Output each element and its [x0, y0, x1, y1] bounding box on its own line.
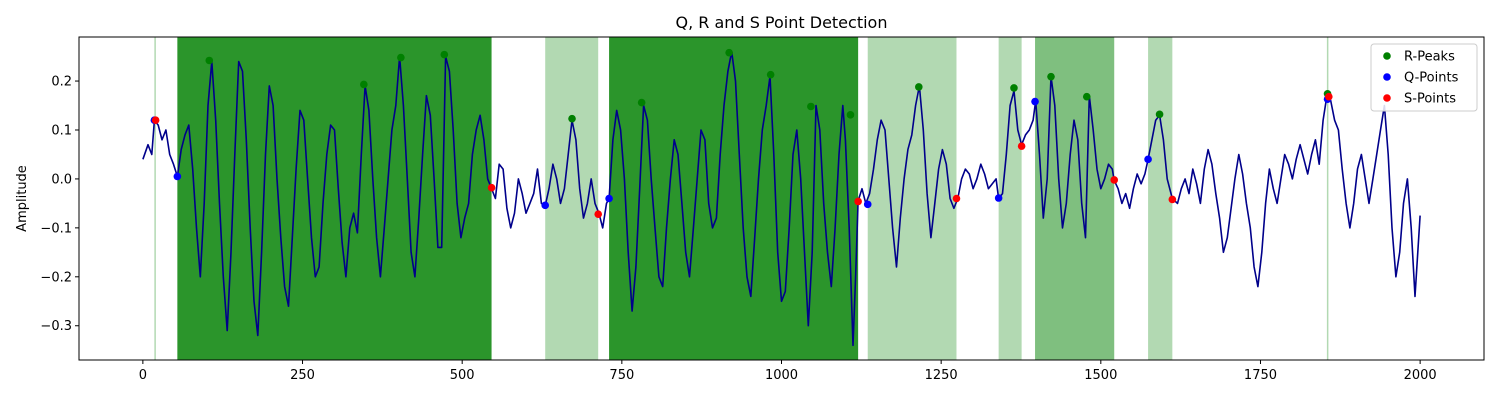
- s-point-marker: [1168, 195, 1177, 204]
- r-peak-marker: [440, 50, 449, 59]
- y-tick-label: 0.1: [51, 123, 72, 138]
- signal-layer: [142, 50, 1421, 347]
- s-point-marker: [487, 183, 496, 192]
- q-point-marker: [605, 194, 613, 203]
- x-axis: 0 250 500 750 1000 1250 1500 1750 2000: [139, 360, 1437, 383]
- highlight-region: [1326, 37, 1329, 360]
- signal-line: [142, 50, 1421, 347]
- r-peak-marker: [1155, 110, 1164, 119]
- x-tick-label: 250: [290, 368, 315, 383]
- y-axis: −0.3 −0.2 −0.1 0.0 0.1 0.2: [40, 75, 79, 334]
- x-tick-label: 750: [609, 368, 634, 383]
- x-tick-label: 2000: [1404, 368, 1437, 383]
- legend-label: S-Points: [1404, 92, 1456, 107]
- s-point-marker: [1017, 142, 1026, 150]
- y-tick-label: −0.2: [40, 270, 72, 285]
- r-peak-marker: [568, 114, 576, 123]
- r-peak-marker: [915, 83, 923, 91]
- s-point-marker: [1110, 176, 1119, 184]
- x-tick-label: 1250: [925, 368, 958, 383]
- x-tick-label: 0: [139, 368, 147, 383]
- legend-label: R-Peaks: [1404, 50, 1455, 65]
- q-point-marker: [1144, 155, 1152, 164]
- highlight-region: [545, 37, 599, 360]
- r-peak-marker: [1010, 84, 1018, 92]
- q-point-marker: [994, 194, 1003, 202]
- y-tick-label: −0.3: [40, 319, 72, 334]
- legend-label: Q-Points: [1404, 71, 1459, 86]
- r-peak-marker: [397, 53, 405, 62]
- r-peak-marker: [637, 98, 646, 107]
- q-point-marker: [863, 200, 872, 209]
- q-point-marker: [1031, 97, 1039, 106]
- s-point-marker: [151, 116, 160, 124]
- x-tick-label: 500: [450, 368, 475, 383]
- x-tick-label: 1500: [1084, 368, 1117, 383]
- x-tick-label: 1750: [1244, 368, 1277, 383]
- s-point-marker: [1325, 92, 1333, 101]
- r-peak-marker: [205, 56, 214, 65]
- legend-box: [1370, 43, 1478, 112]
- s-point-marker: [594, 210, 603, 218]
- chart-title: Q, R and S Point Detection: [676, 13, 888, 32]
- y-tick-label: 0.2: [51, 75, 72, 90]
- highlight-region: [867, 37, 957, 360]
- highlight-region: [177, 37, 492, 360]
- legend-swatch: [1383, 73, 1391, 81]
- x-tick-label: 1000: [765, 368, 798, 383]
- highlight-region: [1035, 37, 1115, 360]
- highlight-region: [609, 37, 859, 360]
- r-peak-marker: [1047, 72, 1055, 81]
- y-tick-label: 0.0: [51, 172, 72, 187]
- q-point-marker: [173, 172, 182, 181]
- highlight-region: [154, 37, 156, 360]
- r-peak-marker: [360, 80, 368, 89]
- r-peak-marker: [766, 70, 775, 79]
- legend-swatch: [1383, 94, 1391, 102]
- q-point-marker: [541, 201, 550, 210]
- r-peak-marker: [1082, 92, 1091, 101]
- r-peak-marker: [725, 48, 733, 57]
- r-peak-marker: [846, 111, 855, 119]
- legend-swatch: [1383, 52, 1391, 60]
- highlight-region: [1148, 37, 1173, 360]
- y-axis-label: Amplitude: [15, 165, 30, 232]
- r-peak-marker: [807, 102, 815, 111]
- y-tick-label: −0.1: [40, 221, 72, 236]
- legend: R-Peaks Q-Points S-Points: [1370, 43, 1478, 112]
- s-point-marker: [952, 194, 961, 203]
- highlight-regions: [154, 37, 1329, 360]
- s-point-marker: [854, 197, 862, 206]
- marker-layer: [150, 48, 1333, 218]
